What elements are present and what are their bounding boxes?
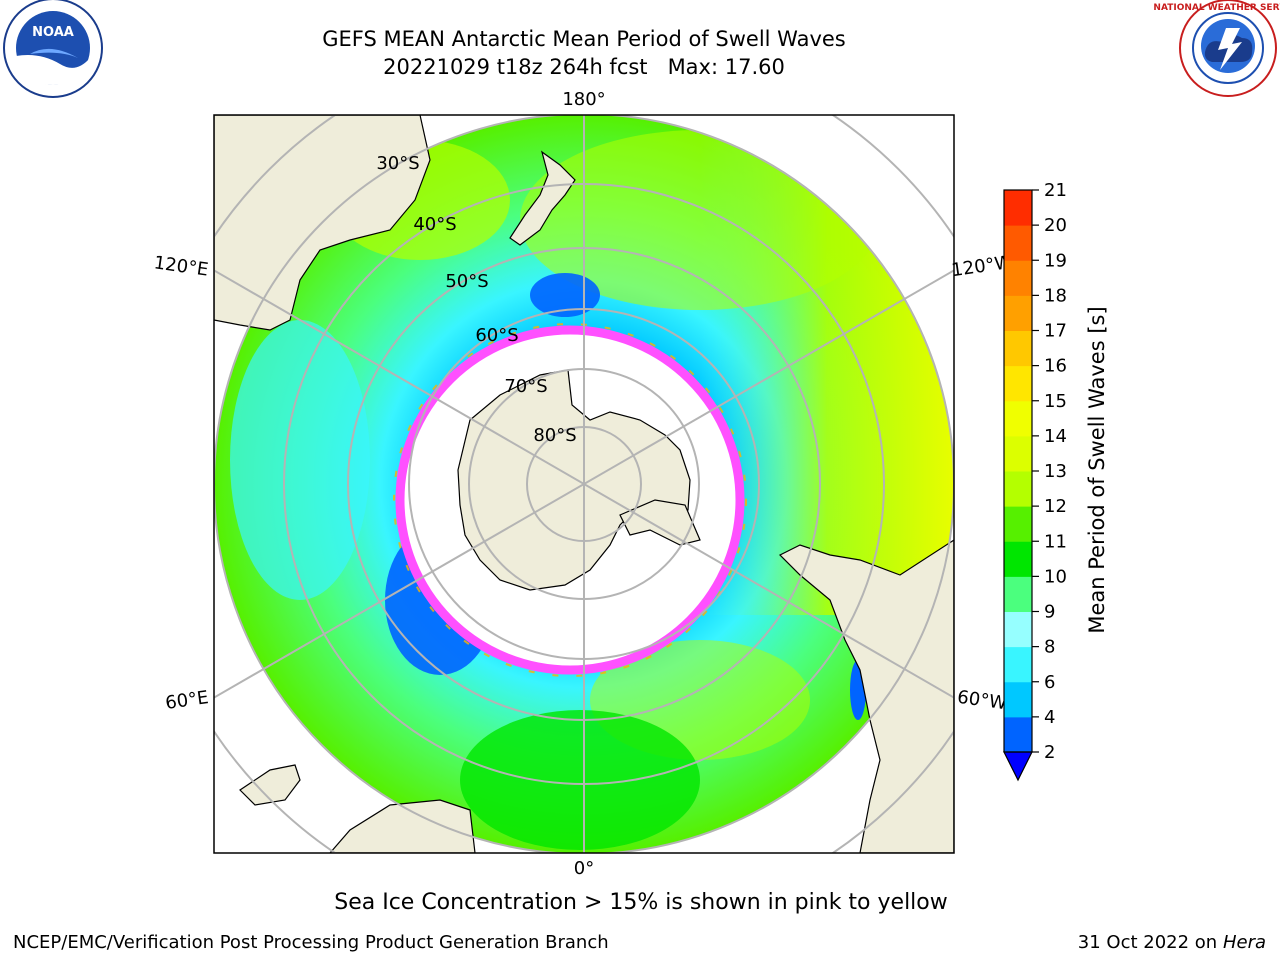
colorbar-tick-label: 12 <box>1044 496 1067 517</box>
colorbar-segment <box>1004 260 1032 296</box>
lat-label-30s: 30°S <box>376 153 419 174</box>
colorbar-tick-label: 19 <box>1044 250 1067 271</box>
colorbar-title: Mean Period of Swell Waves [s] <box>1085 306 1109 634</box>
lon-label-180: 180° <box>562 89 605 110</box>
lat-label-50s: 50°S <box>445 271 488 292</box>
nws-logo-icon: NATIONAL WEATHER SERVICE <box>1153 0 1280 97</box>
lon-label-60e: 60°E <box>164 687 210 714</box>
colorbar-tick-label: 6 <box>1044 672 1055 693</box>
colorbar-segment <box>1004 330 1032 367</box>
colorbar-tick-label: 18 <box>1044 285 1067 306</box>
lon-label-60w: 60°W <box>956 687 1008 715</box>
noaa-logo-text: NOAA <box>32 25 74 40</box>
colorbar-segment <box>1004 400 1032 437</box>
colorbar-tick-label: 2 <box>1044 742 1055 763</box>
colorbar-segment <box>1004 225 1032 261</box>
credit-line: NCEP/EMC/Verification Post Processing Pr… <box>13 932 609 953</box>
lat-label-40s: 40°S <box>413 214 456 235</box>
chart-subtitle: 20221029 t18z 264h fcst Max: 17.60 <box>383 55 785 79</box>
colorbar-segment <box>1004 435 1032 472</box>
footnote: Sea Ice Concentration > 15% is shown in … <box>0 890 1280 915</box>
map-area <box>214 115 954 853</box>
colorbar-tick-label: 14 <box>1044 426 1067 447</box>
colorbar-tick-label: 8 <box>1044 637 1055 658</box>
colorbar-tick-label: 4 <box>1044 707 1055 728</box>
footnote-text: Sea Ice Concentration > 15% is shown in … <box>334 890 948 915</box>
colorbar-tick-label: 13 <box>1044 461 1067 482</box>
colorbar-tick-label: 11 <box>1044 531 1067 552</box>
colorbar-segment <box>1004 295 1032 331</box>
colorbar-segment <box>1004 576 1032 612</box>
lon-label-120e: 120°E <box>153 252 210 280</box>
colorbar-tick-label: 21 <box>1044 180 1067 201</box>
colorbar-segment <box>1004 365 1032 402</box>
date-stamp: 31 Oct 2022 on Hera <box>1078 932 1266 953</box>
graticule <box>214 115 954 853</box>
lat-label-80s: 80°S <box>533 425 576 446</box>
colorbar-segment <box>1004 541 1032 577</box>
lat-label-60s: 60°S <box>475 325 518 346</box>
colorbar-under-arrow <box>1003 751 1033 782</box>
lat-label-70s: 70°S <box>504 376 547 397</box>
colorbar-tick-label: 9 <box>1044 602 1055 623</box>
colorbar-tick-label: 20 <box>1044 215 1067 236</box>
colorbar-segment <box>1004 611 1032 648</box>
colorbar-segment <box>1004 471 1032 507</box>
colorbar-tick-label: 17 <box>1044 321 1067 342</box>
colorbar-tick-label: 16 <box>1044 356 1067 377</box>
date-stamp-machine: Hera <box>1222 932 1266 953</box>
chart-title: GEFS MEAN Antarctic Mean Period of Swell… <box>322 27 846 51</box>
svg-text:NATIONAL WEATHER SERVICE: NATIONAL WEATHER SERVICE <box>1153 3 1280 13</box>
date-stamp-date: 31 Oct 2022 on <box>1077 932 1223 953</box>
colorbar-segment <box>1004 646 1032 683</box>
land-madagascar <box>239 764 301 806</box>
colorbar-tick-label: 15 <box>1044 391 1067 412</box>
noaa-logo-icon: NOAA <box>3 0 103 98</box>
colorbar: 2 4 6 8 9 10 11 12 13 14 15 16 17 18 19 20 21 <box>1003 180 1067 782</box>
colorbar-segment <box>1004 681 1032 718</box>
colorbar-segment <box>1004 716 1032 753</box>
colorbar-segment <box>1004 190 1032 226</box>
lon-label-0: 0° <box>574 858 594 879</box>
colorbar-segment <box>1004 506 1032 542</box>
colorbar-tick-label: 10 <box>1044 566 1067 587</box>
